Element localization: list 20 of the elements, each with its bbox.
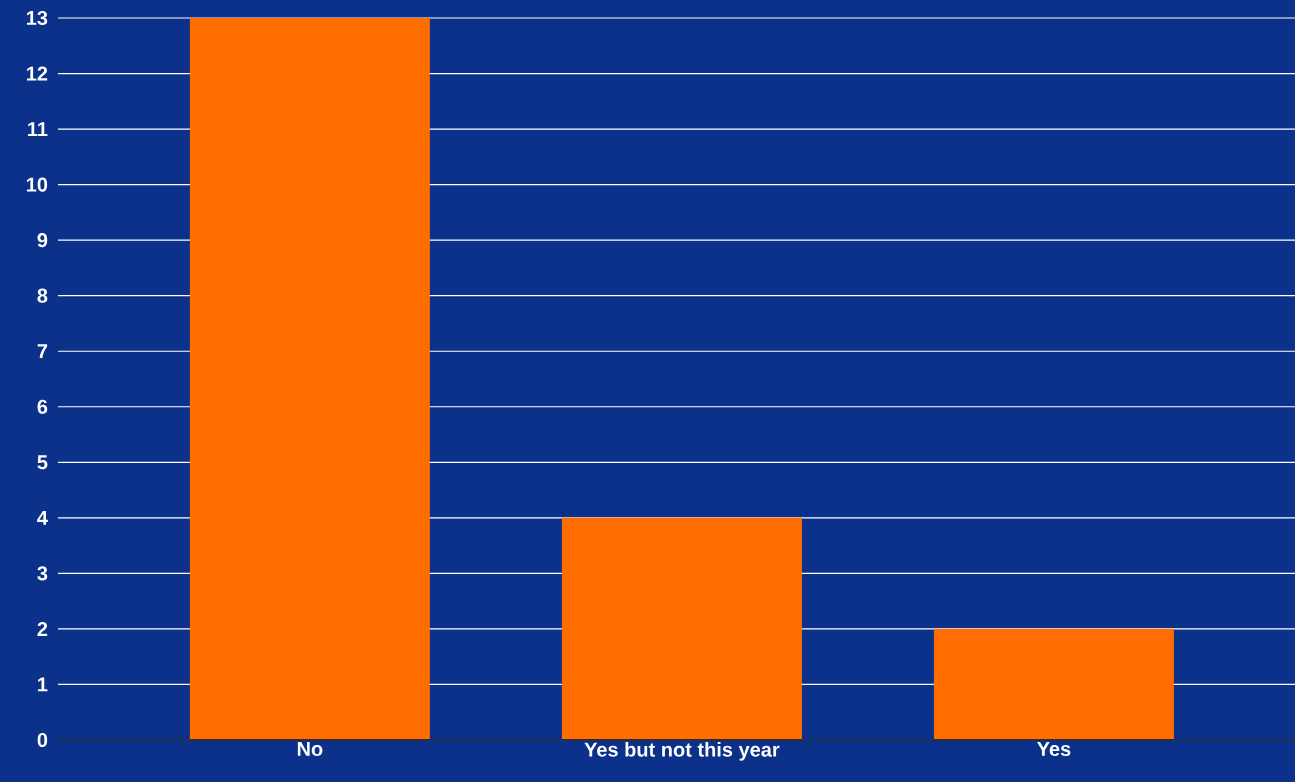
x-tick-label: Yes — [1037, 742, 1071, 756]
bar — [189, 17, 430, 740]
y-tick-label: 12 — [26, 66, 48, 81]
bar — [561, 517, 802, 740]
y-tick-label: 11 — [28, 122, 48, 136]
y-tick-label: 9 — [37, 233, 48, 248]
y-tick-label: 2 — [37, 621, 48, 636]
bar — [933, 628, 1174, 740]
y-tick-label: 5 — [37, 455, 48, 470]
y-tick-label: 7 — [37, 344, 48, 359]
x-tick-label: No — [297, 742, 323, 756]
y-tick-label: 4 — [37, 510, 48, 525]
y-tick-label: 6 — [37, 399, 48, 414]
y-tick-label: 3 — [37, 566, 48, 581]
y-tick-label: 1 — [38, 677, 48, 692]
x-tick-label: Yes but not this year — [584, 742, 780, 761]
y-tick-label: 10 — [26, 177, 48, 192]
y-tick-label: 8 — [37, 288, 48, 303]
y-tick-label: 13 — [26, 10, 48, 26]
y-tick-label: 0 — [37, 732, 48, 748]
